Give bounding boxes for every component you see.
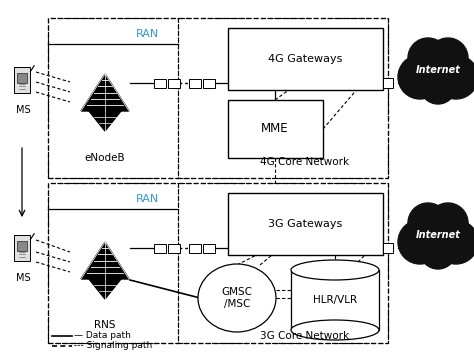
Circle shape bbox=[434, 55, 474, 99]
Bar bbox=[228, 100, 323, 158]
Polygon shape bbox=[89, 279, 121, 299]
Bar bbox=[14, 235, 30, 261]
Bar bbox=[48, 183, 178, 343]
Bar bbox=[203, 78, 215, 87]
Circle shape bbox=[428, 203, 468, 243]
Text: HLR/VLR: HLR/VLR bbox=[313, 295, 357, 305]
Circle shape bbox=[410, 209, 466, 265]
Bar bbox=[291, 270, 379, 330]
Ellipse shape bbox=[291, 260, 379, 280]
Text: GMSC
/MSC: GMSC /MSC bbox=[221, 287, 253, 309]
Circle shape bbox=[434, 220, 474, 264]
Bar bbox=[383, 78, 393, 88]
Text: Internet: Internet bbox=[416, 65, 460, 75]
Bar bbox=[14, 67, 30, 93]
Text: eNodeB: eNodeB bbox=[85, 153, 125, 163]
Text: --- Signaling path: --- Signaling path bbox=[74, 342, 152, 350]
Text: MS: MS bbox=[16, 105, 31, 115]
Text: 4G Core Network: 4G Core Network bbox=[260, 157, 349, 167]
Circle shape bbox=[398, 55, 442, 99]
Circle shape bbox=[410, 44, 466, 100]
Circle shape bbox=[428, 38, 468, 78]
Polygon shape bbox=[89, 111, 121, 131]
Bar bbox=[154, 243, 166, 252]
Bar bbox=[168, 78, 180, 87]
Circle shape bbox=[420, 68, 456, 104]
Text: MME: MME bbox=[261, 122, 289, 135]
Text: RAN: RAN bbox=[137, 194, 160, 204]
Bar bbox=[189, 243, 201, 252]
Bar bbox=[383, 243, 393, 253]
Text: 3G Core Network: 3G Core Network bbox=[260, 331, 349, 341]
Ellipse shape bbox=[198, 264, 276, 332]
Bar bbox=[228, 193, 383, 255]
Bar bbox=[154, 78, 166, 87]
Polygon shape bbox=[81, 74, 129, 111]
Bar bbox=[178, 18, 388, 178]
Text: 3G Gateways: 3G Gateways bbox=[268, 219, 342, 229]
Circle shape bbox=[420, 233, 456, 269]
Bar bbox=[228, 28, 383, 90]
Bar bbox=[168, 243, 180, 252]
Text: MS: MS bbox=[16, 273, 31, 283]
Bar bbox=[189, 78, 201, 87]
Bar bbox=[203, 243, 215, 252]
Ellipse shape bbox=[291, 320, 379, 340]
Text: RAN: RAN bbox=[137, 29, 160, 39]
Bar bbox=[17, 241, 27, 251]
Bar bbox=[48, 18, 178, 178]
Text: 4G Gateways: 4G Gateways bbox=[268, 54, 342, 64]
Circle shape bbox=[398, 220, 442, 264]
Text: RNS: RNS bbox=[94, 320, 116, 330]
Bar bbox=[17, 73, 27, 83]
Bar bbox=[178, 183, 388, 343]
Bar bbox=[48, 18, 388, 178]
Circle shape bbox=[408, 203, 448, 243]
Text: Internet: Internet bbox=[416, 230, 460, 240]
Text: — Data path: — Data path bbox=[74, 332, 131, 340]
Polygon shape bbox=[81, 242, 129, 279]
Bar bbox=[48, 183, 388, 343]
Circle shape bbox=[408, 38, 448, 78]
